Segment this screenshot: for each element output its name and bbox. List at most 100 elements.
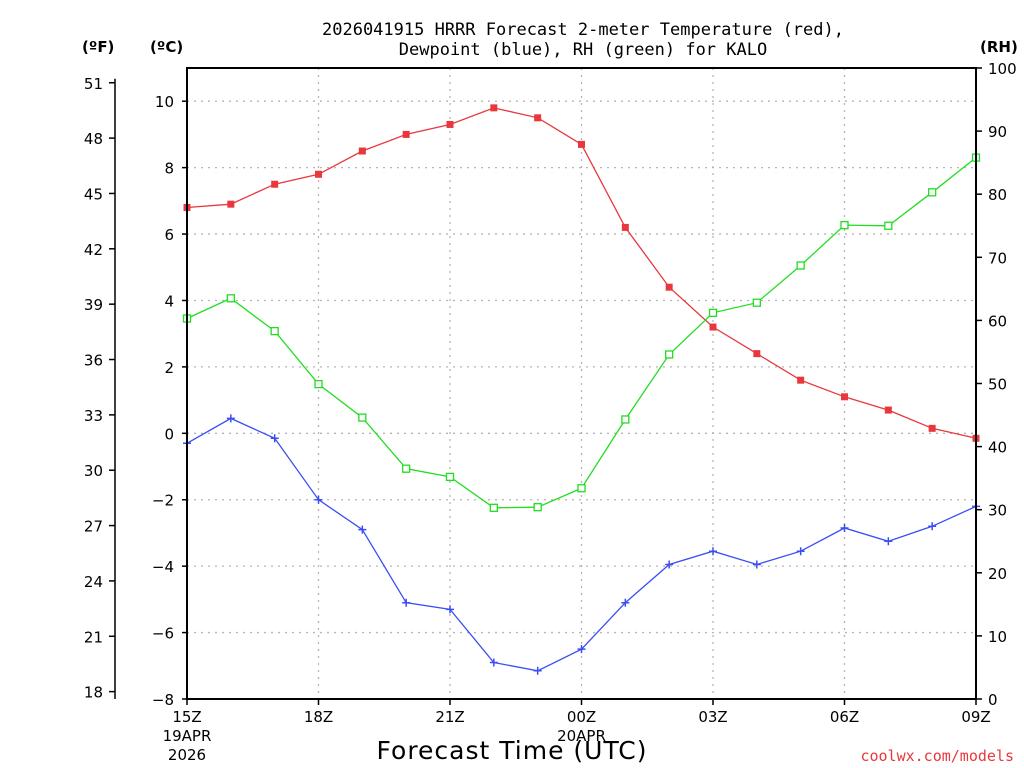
dewpoint-point xyxy=(226,414,235,423)
dewpoint-point xyxy=(928,522,937,531)
rh-tick-label: 90 xyxy=(988,123,1007,141)
chart-title-line1: 2026041915 HRRR Forecast 2-meter Tempera… xyxy=(322,20,844,40)
x-tick-label: 21Z xyxy=(435,708,464,726)
rh-line xyxy=(186,157,977,509)
celsius-tick-label: 2 xyxy=(164,359,174,377)
temperature-point xyxy=(578,140,585,148)
fahrenheit-tick-label: 45 xyxy=(84,185,103,203)
temperature-point xyxy=(534,114,542,122)
fahrenheit-unit-label: (ºF) xyxy=(82,38,114,56)
grid-lines xyxy=(187,68,976,699)
rh-tick-label: 100 xyxy=(988,60,1017,78)
rh-point xyxy=(665,350,674,359)
temperature-line xyxy=(186,107,977,439)
dewpoint-point xyxy=(489,658,498,667)
rh-point xyxy=(314,379,323,389)
dewpoint-point xyxy=(796,547,805,556)
temperature-point xyxy=(315,170,322,178)
rh-point xyxy=(621,415,630,424)
temperature-point xyxy=(402,130,410,138)
x-tick-label: 03Z xyxy=(698,708,727,726)
rh-point xyxy=(752,298,761,307)
rh-point xyxy=(358,413,367,422)
rh-point xyxy=(884,221,893,230)
rh-point xyxy=(840,220,849,230)
x-tick-label: 15Z xyxy=(172,708,201,726)
celsius-tick-label: −4 xyxy=(152,558,174,576)
dewpoint-point xyxy=(665,560,674,569)
rh-tick-label: 10 xyxy=(988,628,1007,646)
dewpoint-point xyxy=(358,525,367,534)
fahrenheit-tick-label: 51 xyxy=(84,75,103,93)
dewpoint-point xyxy=(533,666,542,675)
celsius-tick-label: 4 xyxy=(164,292,174,310)
x-tick-label: 09Z xyxy=(961,708,990,726)
x-tick-date-label: 20APR xyxy=(557,727,606,745)
dewpoint-point xyxy=(446,605,454,614)
rh-point xyxy=(533,503,542,512)
fahrenheit-tick-label: 27 xyxy=(84,518,103,536)
rh-tick-label: 60 xyxy=(988,312,1007,330)
dewpoint-point xyxy=(270,434,279,443)
rh-tick-label: 50 xyxy=(988,376,1007,394)
celsius-tick-label: −6 xyxy=(152,625,174,643)
fahrenheit-tick-label: 18 xyxy=(84,684,103,702)
axes xyxy=(109,67,982,705)
rh-unit-label: (RH) xyxy=(980,38,1018,56)
fahrenheit-tick-label: 36 xyxy=(84,352,103,370)
rh-point xyxy=(489,503,498,512)
temperature-point xyxy=(446,120,454,128)
celsius-tick-label: 0 xyxy=(164,425,174,443)
rh-tick-label: 30 xyxy=(988,502,1007,520)
rh-tick-label: 70 xyxy=(988,249,1007,267)
temperature-point xyxy=(358,147,366,155)
celsius-tick-label: 8 xyxy=(164,160,174,178)
fahrenheit-tick-label: 39 xyxy=(84,296,103,314)
x-tick-label: 00Z xyxy=(567,708,596,726)
temperature-point xyxy=(884,406,892,414)
rh-point xyxy=(928,188,937,197)
rh-point xyxy=(402,464,411,473)
temperature-point xyxy=(665,283,673,291)
rh-point xyxy=(796,261,805,270)
temperature-point xyxy=(271,180,279,188)
x-tick-year-label: 2026 xyxy=(168,746,206,764)
celsius-tick-label: 10 xyxy=(155,93,174,111)
celsius-unit-label: (ºC) xyxy=(150,38,183,56)
temperature-point xyxy=(227,200,235,208)
rh-tick-label: 0 xyxy=(988,691,998,709)
fahrenheit-tick-label: 48 xyxy=(84,130,103,148)
dewpoint-point xyxy=(314,495,323,504)
dewpoint-point xyxy=(621,598,630,607)
temperature-point xyxy=(928,424,936,432)
rh-point xyxy=(226,294,235,303)
website-credit: coolwx.com/models xyxy=(860,747,1014,765)
rh-point xyxy=(577,484,586,493)
dewpoint-point xyxy=(577,645,586,654)
data-series xyxy=(182,104,981,675)
rh-point xyxy=(708,308,718,317)
fahrenheit-tick-label: 30 xyxy=(84,462,103,480)
x-tick-label: 18Z xyxy=(304,708,333,726)
celsius-tick-label: 6 xyxy=(164,226,174,244)
fahrenheit-tick-label: 21 xyxy=(84,628,103,646)
dewpoint-point xyxy=(752,560,761,569)
temperature-point xyxy=(621,223,629,231)
chart-title-line2: Dewpoint (blue), RH (green) for KALO xyxy=(399,40,767,60)
temperature-point xyxy=(709,323,717,331)
rh-tick-label: 80 xyxy=(988,186,1007,204)
rh-point xyxy=(270,326,279,336)
plot-frame xyxy=(186,67,977,700)
rh-tick-label: 40 xyxy=(988,439,1007,457)
x-axis-title: Forecast Time (UTC) xyxy=(377,736,648,765)
dewpoint-point xyxy=(884,537,893,546)
x-tick-label: 06Z xyxy=(830,708,859,726)
rh-point xyxy=(445,472,455,482)
temperature-point xyxy=(841,393,848,401)
temperature-point xyxy=(797,376,805,384)
dewpoint-point xyxy=(402,598,411,607)
celsius-tick-label: −2 xyxy=(152,492,174,510)
temperature-point xyxy=(490,104,498,112)
